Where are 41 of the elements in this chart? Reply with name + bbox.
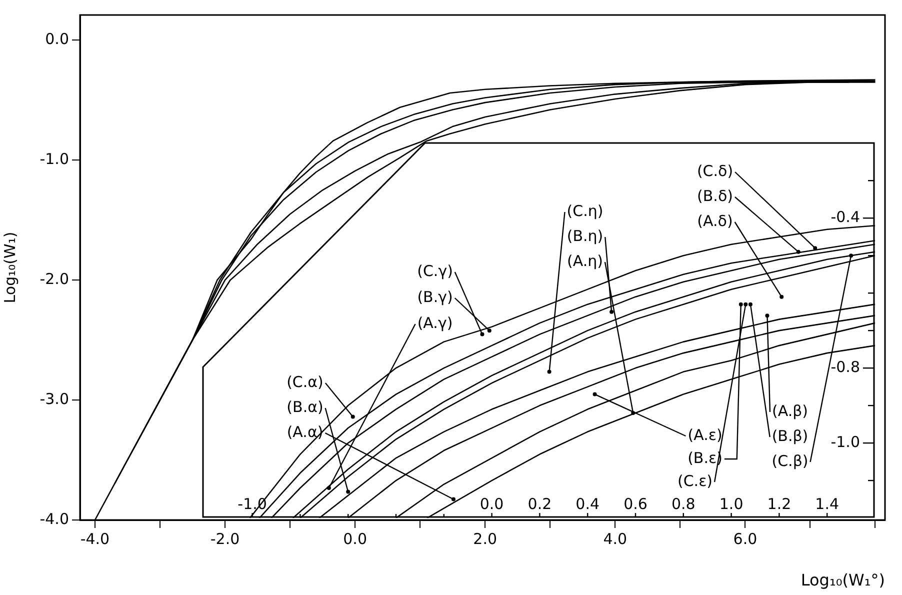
x-tick-label: 0.6 — [624, 494, 648, 513]
annotation: (C.ε) — [677, 472, 713, 490]
x-tick-label: -2.0 — [210, 530, 240, 548]
annotation: (A.α) — [286, 422, 324, 441]
annotation: (C.δ) — [696, 162, 734, 180]
annotation: (C.α) — [286, 372, 324, 391]
annotation: (C.γ) — [417, 262, 453, 280]
y-tick-label: 0.0 — [45, 30, 69, 48]
x-tick-label: 0.0 — [343, 530, 367, 548]
x-tick-label: 0.0 — [480, 494, 504, 513]
annotation: (A.γ) — [417, 314, 453, 332]
y-tick-label: -1.0 — [830, 432, 860, 451]
y-tick-label: -3.0 — [40, 390, 69, 408]
y-tick-label: -1.0 — [40, 150, 69, 168]
annotation: (B.γ) — [417, 288, 453, 306]
x-tick-label: 2.0 — [473, 530, 498, 548]
x-tick-label: 1.4 — [815, 494, 840, 513]
annotation: (C.β) — [772, 452, 808, 470]
annotation: (B.α) — [286, 398, 324, 416]
y-tick-label: -0.8 — [830, 358, 860, 376]
annotation: (A.ε) — [688, 426, 722, 444]
y-tick-label: -4.0 — [40, 510, 69, 528]
annotation: (A.δ) — [697, 212, 733, 230]
annotation: (B.δ) — [697, 186, 733, 205]
annotation: (B.β) — [772, 426, 808, 445]
y-tick-label: -0.4 — [830, 208, 860, 226]
annotation: (C.η) — [566, 202, 604, 220]
x-axis-title: Log₁₀(W₁°) — [800, 570, 885, 590]
x-tick-label: 1.0 — [719, 494, 744, 513]
x-tick-label: -4.0 — [80, 530, 110, 548]
x-tick-label: 4.0 — [603, 530, 628, 548]
annotation: (B.η) — [566, 226, 604, 245]
x-tick-label: 0.4 — [576, 494, 600, 513]
annotation: (A.β) — [772, 402, 808, 420]
y-axis-title: Log₁₀(W₁) — [0, 232, 19, 304]
x-tick-label: 6.0 — [733, 530, 758, 548]
annotation: (A.η) — [567, 252, 603, 270]
y-tick-label: -2.0 — [40, 270, 69, 288]
x-tick-label: 1.2 — [767, 494, 792, 513]
x-tick-label: 0.2 — [528, 494, 552, 513]
x-tick-label: 0.8 — [671, 494, 696, 513]
